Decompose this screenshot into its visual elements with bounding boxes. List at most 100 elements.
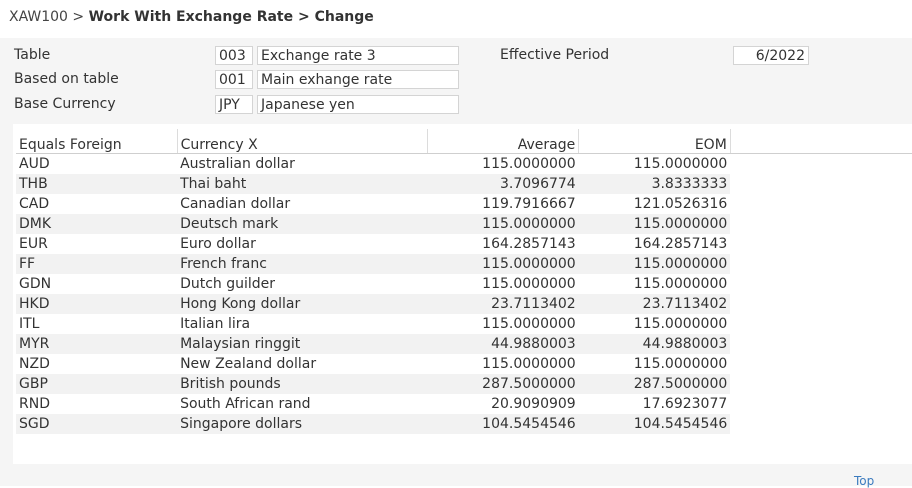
cell-filler — [730, 234, 912, 254]
table-row[interactable]: ITL Italian lira 115.0000000 115.0000000 — [16, 314, 912, 334]
cell-average: 164.2857143 — [482, 236, 576, 252]
cell-code: ITL — [19, 316, 40, 332]
cell-currency: Canadian dollar — [180, 196, 291, 212]
cell-average: 115.0000000 — [427, 214, 579, 234]
cell-average: 23.7113402 — [427, 294, 579, 314]
cell-code: GBP — [16, 374, 178, 394]
cell-filler — [730, 334, 912, 354]
based-on-table-label: Based on table — [14, 71, 119, 87]
exchange-rate-grid: Equals Foreign Currency X Average EOM AU… — [16, 129, 912, 434]
cell-eom: 115.0000000 — [633, 276, 728, 292]
cell-currency: French franc — [177, 254, 428, 274]
base-currency-label: Base Currency — [14, 96, 116, 112]
cell-currency: Deutsch mark — [177, 214, 428, 234]
cell-eom: 164.2857143 — [633, 236, 728, 252]
cell-filler — [730, 214, 912, 234]
cell-code: FF — [16, 254, 178, 274]
cell-average: 287.5000000 — [427, 374, 579, 394]
cell-currency: Singapore dollars — [177, 414, 428, 434]
cell-eom: 44.9880003 — [578, 334, 731, 354]
cell-code: SGD — [16, 414, 178, 434]
cell-filler — [730, 194, 912, 214]
table-row[interactable]: NZD New Zealand dollar 115.0000000 115.0000… — [16, 354, 912, 374]
table-row[interactable]: MYR Malaysian ringgit 44.9880003 44.9880003 — [16, 334, 912, 354]
grid-header-row: Equals Foreign Currency X Average EOM — [16, 129, 912, 154]
cell-code: HKD — [16, 294, 178, 314]
column-header-filler — [730, 129, 912, 154]
cell-average: 115.0000000 — [427, 254, 579, 274]
breadcrumb-path: Work With Exchange Rate > Change — [88, 9, 374, 25]
cell-code: DMK — [16, 214, 178, 234]
program-id: XAW100 — [9, 9, 68, 25]
table-row[interactable]: CAD Canadian dollar 119.7916667 121.0526316 — [16, 194, 912, 214]
cell-eom: 115.0000000 — [578, 254, 731, 274]
cell-eom: 17.6923077 — [642, 396, 728, 412]
cell-eom: 23.7113402 — [578, 294, 731, 314]
cell-currency: New Zealand dollar — [180, 356, 317, 372]
table-row[interactable]: GBP British pounds 287.5000000 287.5000000 — [16, 374, 912, 394]
table-row[interactable]: SGD Singapore dollars 104.5454546 104.54545… — [16, 414, 912, 434]
cell-currency: Hong Kong dollar — [177, 294, 428, 314]
cell-filler — [730, 174, 912, 194]
cell-filler — [730, 414, 912, 434]
table-row[interactable]: FF French franc 115.0000000 115.0000000 — [16, 254, 912, 274]
based-table-code-field[interactable]: 001 — [215, 70, 253, 89]
cell-currency: Australian dollar — [180, 156, 295, 172]
cell-currency: British pounds — [177, 374, 428, 394]
column-header-eom[interactable]: EOM — [578, 129, 731, 154]
base-currency-name-field[interactable]: Japanese yen — [257, 95, 459, 114]
cell-average: 115.0000000 — [482, 316, 576, 332]
table-label: Table — [14, 47, 51, 63]
cell-eom: 115.0000000 — [633, 316, 728, 332]
cell-eom: 287.5000000 — [578, 374, 731, 394]
cell-currency: Thai baht — [177, 174, 428, 194]
cell-filler — [730, 153, 912, 174]
cell-currency: Italian lira — [180, 316, 251, 332]
cell-currency: Euro dollar — [180, 236, 256, 252]
cell-filler — [730, 274, 912, 294]
base-currency-code-field[interactable]: JPY — [215, 95, 253, 114]
table-row[interactable]: DMK Deutsch mark 115.0000000 115.0000000 — [16, 214, 912, 234]
cell-filler — [730, 354, 912, 374]
cell-code: CAD — [19, 196, 50, 212]
cell-filler — [730, 254, 912, 274]
cell-average: 104.5454546 — [427, 414, 579, 434]
effective-period-field[interactable]: 6/2022 — [733, 46, 809, 65]
cell-eom: 115.0000000 — [578, 214, 731, 234]
cell-code: EUR — [19, 236, 48, 252]
table-name-field[interactable]: Exchange rate 3 — [257, 46, 459, 65]
cell-average: 44.9880003 — [427, 334, 579, 354]
cell-eom: 3.8333333 — [578, 174, 731, 194]
based-table-name-field[interactable]: Main exhange rate — [257, 70, 459, 89]
cell-average: 3.7096774 — [427, 174, 579, 194]
cell-average: 115.0000000 — [482, 276, 576, 292]
column-header-equals-foreign[interactable]: Equals Foreign — [16, 129, 178, 154]
table-row[interactable]: RND South African rand 20.9090909 17.692307… — [16, 394, 912, 414]
column-header-average[interactable]: Average — [427, 129, 580, 154]
cell-filler — [730, 394, 912, 414]
table-code-field[interactable]: 003 — [215, 46, 253, 65]
cell-code: AUD — [19, 156, 50, 172]
table-row[interactable]: EUR Euro dollar 164.2857143 164.2857143 — [16, 234, 912, 254]
table-row[interactable]: THB Thai baht 3.7096774 3.8333333 — [16, 174, 912, 194]
table-row[interactable]: AUD Australian dollar 115.0000000 115.00000… — [16, 153, 912, 174]
table-row[interactable]: GDN Dutch guilder 115.0000000 115.0000000 — [16, 274, 912, 294]
column-header-currency[interactable]: Currency X — [177, 129, 428, 154]
cell-code: RND — [19, 396, 50, 412]
top-link[interactable]: Top — [854, 474, 875, 488]
cell-eom: 115.0000000 — [633, 356, 728, 372]
table-row[interactable]: HKD Hong Kong dollar 23.7113402 23.7113402 — [16, 294, 912, 314]
cell-currency: Malaysian ringgit — [177, 334, 428, 354]
cell-average: 115.0000000 — [482, 156, 576, 172]
page-title: XAW100 > Work With Exchange Rate > Chang… — [9, 9, 374, 25]
cell-eom: 115.0000000 — [633, 156, 728, 172]
cell-filler — [730, 314, 912, 334]
cell-average: 115.0000000 — [482, 356, 576, 372]
breadcrumb-separator: > — [72, 9, 85, 25]
cell-code: MYR — [16, 334, 178, 354]
cell-currency: Dutch guilder — [180, 276, 276, 292]
cell-eom: 121.0526316 — [633, 196, 728, 212]
cell-filler — [730, 374, 912, 394]
cell-average: 20.9090909 — [491, 396, 576, 412]
cell-code: GDN — [19, 276, 52, 292]
